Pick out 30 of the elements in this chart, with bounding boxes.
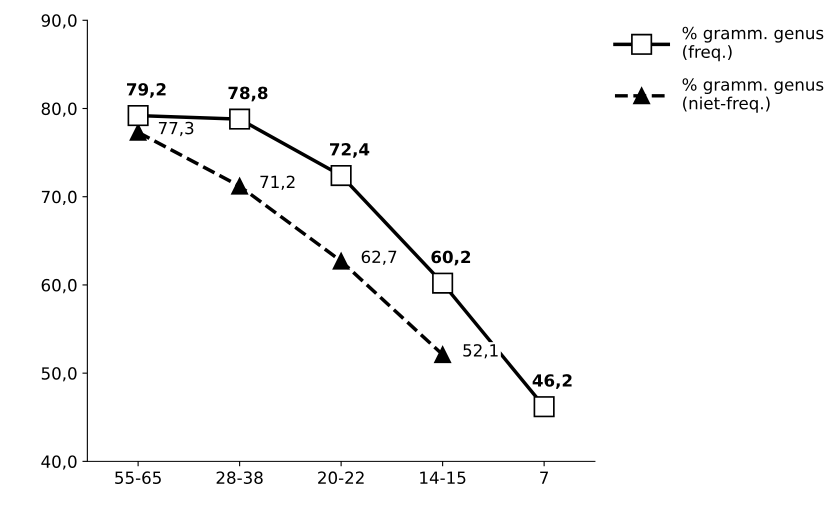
point (432, 272, 454, 294)
legend-label: % gramm. genus (freq.) (682, 26, 824, 62)
legend-label: % gramm. genus (niet-freq.) (682, 78, 824, 113)
x-tick-label: 28-38 (216, 471, 263, 484)
y-tick-label: 80,0 (42, 102, 77, 117)
data-label: 77,3 (158, 122, 194, 136)
point (229, 108, 250, 130)
y-tick-label: 60,0 (42, 278, 77, 294)
point (434, 346, 452, 364)
x-tick-label: 20-22 (318, 471, 364, 484)
y-tick-label: 40,0 (41, 455, 77, 470)
x-tick-label: 14-15 (420, 472, 466, 484)
point (128, 105, 149, 126)
point (534, 396, 555, 418)
x-tick-label: 55-65 (115, 471, 161, 484)
data-label: 60,2 (431, 250, 470, 266)
point (330, 164, 352, 186)
point (332, 252, 350, 270)
data-label: 72,4 (330, 143, 370, 158)
y-tick-label: 70,0 (42, 190, 77, 205)
y-tick-label: 50,0 (42, 367, 77, 382)
point (231, 178, 248, 195)
data-label: 46,2 (532, 374, 572, 389)
y-tick-label: 90,0 (42, 14, 77, 29)
data-label: 52,1 (463, 344, 498, 358)
data-label: 62,7 (362, 250, 396, 265)
data-label: 79,2 (127, 83, 166, 98)
x-tick-label: 7 (540, 472, 548, 484)
data-label: 78,8 (228, 86, 268, 102)
data-label: 71,2 (260, 176, 294, 190)
